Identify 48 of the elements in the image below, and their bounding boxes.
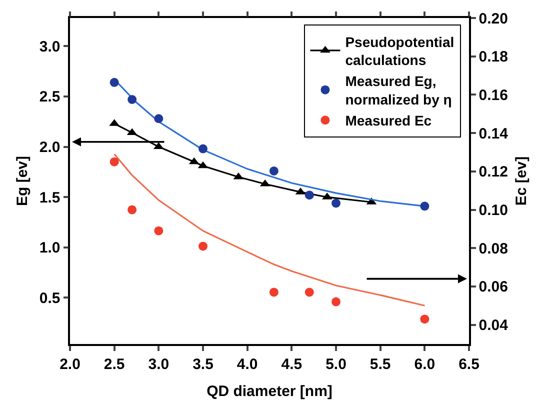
x-tick-label: 5.0: [326, 356, 346, 373]
point: [269, 166, 278, 176]
x-tick-label: 6.0: [414, 356, 436, 373]
y2-tick-label: 0.06: [478, 278, 508, 296]
point: [420, 202, 430, 211]
y-axis-title: Eg [ev]: [14, 156, 32, 206]
y2-tick-label: 0.10: [478, 202, 508, 220]
y2-tick-label: 0.14: [478, 125, 509, 142]
y-tick-label: 1.0: [39, 240, 60, 257]
y-tick-label: 3.0: [39, 38, 60, 56]
legend-label: Pseudopotential calculations: [345, 34, 454, 68]
y2-tick-label: 0.16: [478, 86, 508, 104]
point: [154, 226, 164, 236]
point: [304, 288, 314, 297]
y2-tick-label: 0.12: [478, 164, 508, 181]
x-tick-label: 5.5: [370, 356, 391, 373]
point: [420, 314, 430, 324]
point: [269, 288, 278, 297]
x-tick-label: 3.5: [192, 356, 214, 373]
point: [332, 297, 340, 306]
x-tick-label: 3.0: [148, 356, 170, 373]
point: [304, 190, 314, 200]
y2-axis-title: Ec [ev]: [513, 156, 530, 206]
x-tick-label: 2.5: [104, 356, 125, 373]
x-tick-label: 2.0: [60, 356, 80, 373]
x-tick-label: 4.0: [236, 356, 258, 373]
y-tick-label: 2.0: [39, 139, 60, 156]
point: [198, 144, 208, 154]
y2-tick-label: 0.18: [478, 48, 508, 66]
y-tick-label: 2.5: [39, 88, 60, 106]
y-tick-label: 0.5: [39, 290, 60, 307]
x-tick-label: 6.5: [458, 356, 480, 373]
legend-label: Measured Ec: [345, 112, 432, 129]
point: [110, 157, 119, 166]
y2-tick-label: 0.08: [478, 240, 508, 258]
point: [198, 242, 208, 251]
y2-tick-label: 0.20: [478, 10, 508, 28]
x-axis-title: QD diameter [nm]: [206, 383, 332, 400]
legend-label: Measured Eg, normalized by η: [345, 73, 452, 108]
line-series: [114, 153, 426, 306]
x-tick-label: 4.5: [281, 356, 302, 373]
y2-tick-label: 0.04: [478, 317, 509, 334]
point: [128, 95, 137, 104]
point: [128, 205, 137, 214]
y-tick-label: 1.5: [39, 189, 60, 206]
point: [154, 114, 164, 124]
point: [332, 198, 340, 208]
point: [110, 78, 119, 87]
